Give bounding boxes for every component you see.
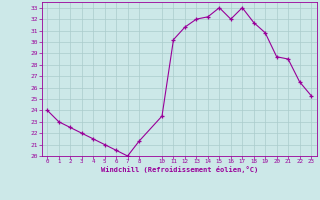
X-axis label: Windchill (Refroidissement éolien,°C): Windchill (Refroidissement éolien,°C)	[100, 166, 258, 173]
